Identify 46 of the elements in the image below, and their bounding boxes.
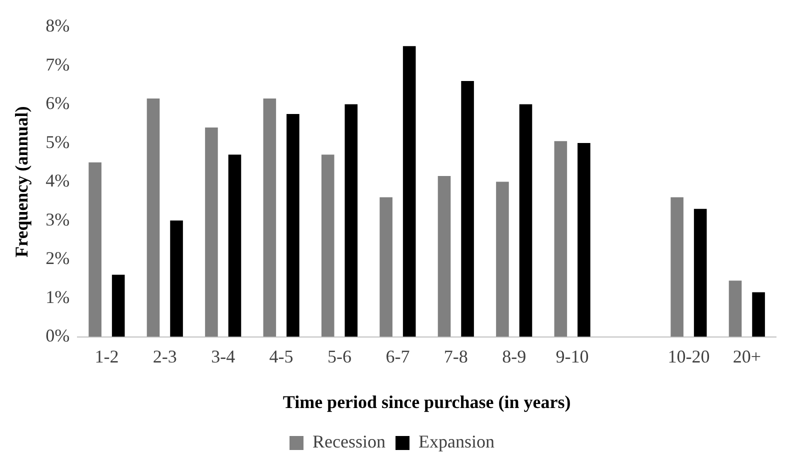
- bar: [146, 98, 160, 337]
- y-tick-label: 1%: [46, 286, 70, 307]
- bar: [263, 98, 276, 337]
- x-tick-label: 7-8: [444, 346, 468, 366]
- y-tick-label: 3%: [46, 209, 70, 230]
- bar: [496, 182, 509, 337]
- legend-label: Expansion: [418, 432, 494, 452]
- x-tick-label: 5-6: [327, 346, 352, 366]
- bar: [752, 292, 765, 337]
- y-tick-label: 4%: [46, 170, 70, 191]
- bar: [461, 81, 474, 337]
- bar: [402, 46, 416, 337]
- bar: [344, 104, 358, 337]
- bar: [728, 280, 742, 337]
- bar: [228, 154, 242, 337]
- y-axis-title: Frequency (annual): [11, 106, 32, 258]
- x-tick-label: 2-3: [152, 346, 177, 366]
- bar: [694, 208, 707, 337]
- x-axis-title: Time period since purchase (in years): [282, 392, 571, 412]
- x-tick-label: 8-9: [502, 346, 526, 366]
- legend-label: Recession: [312, 432, 386, 452]
- y-tick-label: 5%: [46, 132, 70, 152]
- bar: [380, 197, 392, 337]
- x-tick-label: 9-10: [556, 346, 589, 366]
- y-tick-label: 6%: [46, 93, 70, 114]
- bar: [438, 176, 451, 337]
- bar: [205, 128, 218, 337]
- x-tick-label: 20+: [732, 346, 761, 366]
- y-tick-label: 8%: [46, 16, 70, 36]
- x-tick-label: 10-20: [668, 346, 710, 366]
- bar: [519, 104, 532, 337]
- x-tick-label: 1-2: [94, 346, 119, 366]
- x-tick-label: 3-4: [211, 346, 236, 366]
- x-tick-label: 6-7: [386, 346, 410, 366]
- bar: [670, 197, 684, 337]
- bar: [88, 162, 102, 337]
- bar: [554, 141, 568, 337]
- bar: [286, 114, 300, 337]
- bar: [112, 274, 125, 337]
- x-tick-label: 4-5: [269, 346, 294, 366]
- y-tick-label: 7%: [46, 54, 70, 74]
- y-tick-label: 0%: [46, 326, 70, 346]
- bar: [321, 154, 334, 337]
- bar: [578, 143, 590, 337]
- y-tick-label: 2%: [46, 248, 70, 268]
- bar: [170, 220, 183, 337]
